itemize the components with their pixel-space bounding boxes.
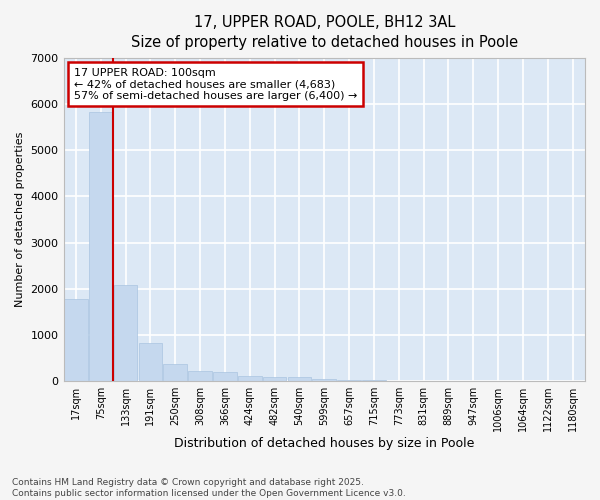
Bar (337, 380, 361, 381)
Bar (64, 299, 88, 381)
Text: 17 UPPER ROAD: 100sqm
← 42% of detached houses are smaller (4,683)
57% of semi-d: 17 UPPER ROAD: 100sqm ← 42% of detached … (74, 68, 358, 101)
Bar (362, 380, 386, 381)
Bar (238, 376, 262, 381)
Bar (263, 377, 286, 381)
Bar (188, 372, 212, 381)
Text: Contains HM Land Registry data © Crown copyright and database right 2025.
Contai: Contains HM Land Registry data © Crown c… (12, 478, 406, 498)
Bar (287, 378, 311, 381)
X-axis label: Distribution of detached houses by size in Poole: Distribution of detached houses by size … (174, 437, 475, 450)
Bar (313, 378, 336, 381)
Bar (89, 112, 113, 381)
Y-axis label: Number of detached properties: Number of detached properties (15, 132, 25, 307)
Bar (163, 364, 187, 381)
Bar (139, 343, 162, 381)
Bar (114, 285, 137, 381)
Bar (213, 372, 237, 381)
Title: 17, UPPER ROAD, POOLE, BH12 3AL
Size of property relative to detached houses in : 17, UPPER ROAD, POOLE, BH12 3AL Size of … (131, 15, 518, 50)
